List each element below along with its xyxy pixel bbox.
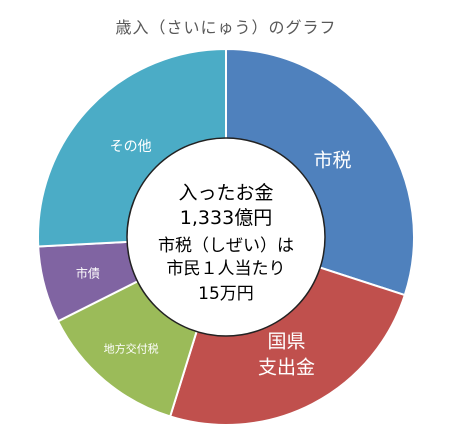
chart-title: 歳入（さいにゅう）のグラフ <box>115 18 337 37</box>
center-text-line2: 1,333億円 <box>180 207 272 229</box>
center-text-line1: 入ったお金 <box>178 182 273 204</box>
slice-label: 市税 <box>313 149 351 171</box>
slice-label: 市債 <box>76 266 100 281</box>
center-text-line5: 15万円 <box>198 284 254 304</box>
slice-label: 支出金 <box>258 357 315 379</box>
slice-label: 地方交付税 <box>104 342 159 356</box>
center-text-line3: 市税（しぜい）は <box>158 236 294 256</box>
slice-label: その他 <box>110 139 152 155</box>
slice-label: 国県 <box>267 331 305 353</box>
center-hole <box>126 137 326 337</box>
center-text-line4: 市民１人当たり <box>167 259 286 279</box>
center-text-group: 入ったお金 1,333億円 市税（しぜい）は 市民１人当たり 15万円 <box>158 182 294 304</box>
